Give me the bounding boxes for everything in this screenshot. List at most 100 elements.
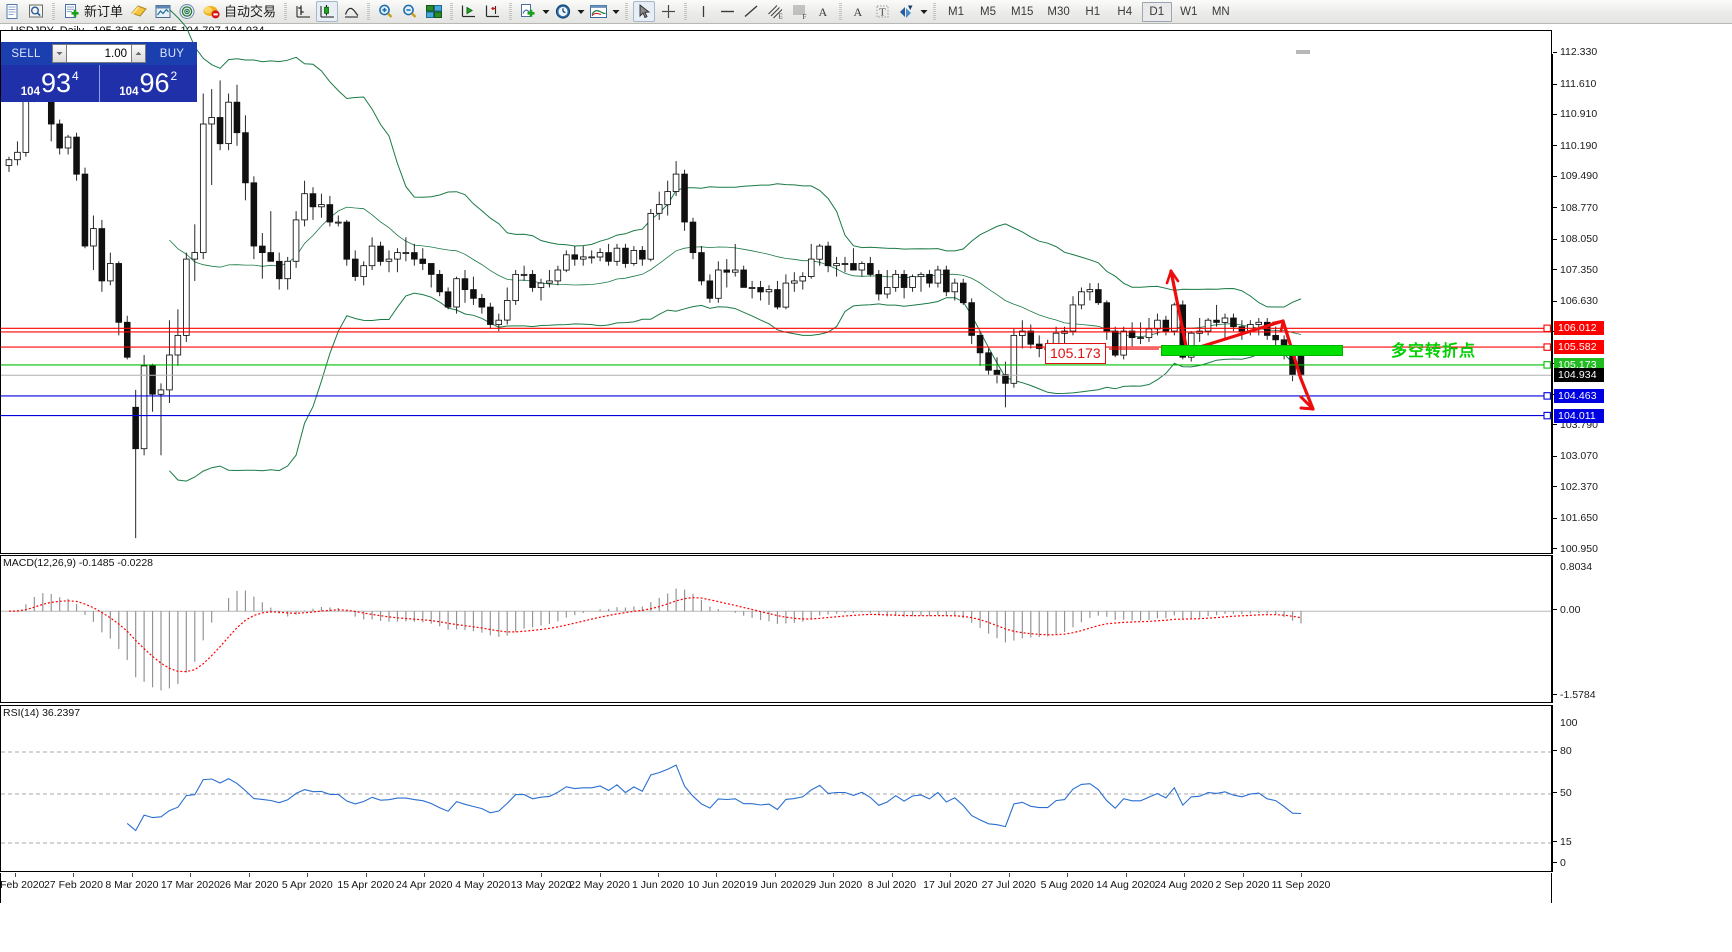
volume-control[interactable]: 1.00 — [51, 42, 147, 65]
indicators-icon[interactable] — [587, 1, 609, 22]
equidistant-channel-icon[interactable]: E — [764, 1, 786, 22]
price-tag-104463[interactable]: 104.463 — [1554, 388, 1604, 403]
time-tick-10: 22 May 2020 — [569, 879, 630, 891]
candlestick-chart-icon[interactable] — [316, 1, 339, 22]
time-tick-19: 14 Aug 2020 — [1096, 879, 1156, 891]
period-dropdown-icon[interactable] — [575, 1, 586, 22]
arrows-dropdown-icon[interactable] — [918, 1, 929, 22]
macd-pane[interactable]: MACD(12,26,9) -0.1485 -0.0228 — [0, 555, 1552, 703]
zoom-in-icon[interactable] — [375, 1, 397, 22]
one-click-trade-panel[interactable]: SELL 1.00 BUY 104 93 4 104 96 2 — [1, 42, 197, 102]
chevron-up-icon[interactable] — [131, 44, 146, 63]
time-tick-3: 17 Mar 2020 — [160, 879, 220, 891]
tile-windows-icon[interactable] — [423, 1, 445, 22]
auto-scroll-icon[interactable] — [458, 1, 480, 22]
main-toolbar: 新订单 — [0, 0, 1732, 24]
turning-point-label[interactable]: 多空转折点 — [1391, 343, 1477, 360]
navigator-icon[interactable] — [152, 1, 174, 22]
period-clock-icon[interactable] — [552, 1, 574, 22]
fibonacci-retracement-icon[interactable]: F — [788, 1, 810, 22]
price-tag-106012[interactable]: 106.012 — [1554, 321, 1604, 336]
timeframe-h1[interactable]: H1 — [1085, 5, 1101, 18]
zoom-out-icon[interactable] — [399, 1, 421, 22]
cursor-icon[interactable] — [633, 1, 656, 22]
price-axis-main[interactable]: 112.330 111.610 110.910 110.190 109.490 108.7… — [1552, 46, 1732, 555]
time-tick-mark-13 — [774, 873, 776, 877]
timeframe-m5[interactable]: M5 — [980, 5, 997, 18]
timeframe-h4[interactable]: H4 — [1117, 5, 1133, 18]
arrows-icon[interactable] — [895, 1, 917, 22]
buy-button[interactable]: BUY — [159, 47, 185, 60]
timeframe-m1[interactable]: M1 — [948, 5, 965, 18]
support-zone-rectangle[interactable] — [1161, 345, 1343, 356]
new-order-icon[interactable] — [60, 1, 82, 22]
volume-input[interactable]: 1.00 — [67, 44, 131, 63]
rsi-pane[interactable]: RSI(14) 36.2397 — [0, 705, 1552, 872]
bollinger-lower-band — [169, 292, 1302, 482]
timeframe-m15[interactable]: M15 — [1011, 5, 1034, 18]
price-tag-104934[interactable]: 104.934 — [1554, 368, 1604, 383]
chart-window[interactable]: ▴ USDJPY-,Daily 105.395 105.395 104.797 … — [0, 8, 1732, 952]
trendline-icon[interactable] — [740, 1, 762, 22]
bar-chart-icon[interactable] — [292, 1, 314, 22]
sell-button[interactable]: SELL — [11, 47, 41, 60]
new-order-label[interactable]: 新订单 — [84, 4, 124, 19]
line-chart-icon[interactable] — [340, 1, 362, 22]
price-chart-svg — [1, 8, 1551, 539]
price-tick-103070: 103.070 — [1553, 450, 1598, 463]
timeframe-mn[interactable]: MN — [1211, 5, 1230, 18]
resistance-line-105582-handle[interactable] — [1543, 343, 1551, 351]
autotrading-label[interactable]: 自动交易 — [224, 4, 277, 19]
sell-price-fraction: 4 — [72, 69, 79, 83]
templates-icon[interactable] — [517, 1, 539, 22]
price-tag-105582[interactable]: 105.582 — [1554, 340, 1604, 355]
time-tick-5: 5 Apr 2020 — [281, 879, 333, 891]
timeframe-d1[interactable]: D1 — [1141, 1, 1172, 22]
new-chart-icon[interactable] — [1, 1, 23, 22]
text-box-icon[interactable]: T — [871, 1, 893, 22]
price-axis-macd[interactable]: 0.8034 0.00 -1.5784 — [1552, 555, 1732, 703]
pivot-line-105173-handle[interactable] — [1543, 361, 1551, 369]
resistance-line-106012-handle[interactable] — [1543, 324, 1551, 333]
buy-price-button[interactable]: 104 96 2 — [98, 65, 197, 102]
price-callout-annotation[interactable]: 105.173 — [1045, 343, 1106, 365]
support-line-104011-handle[interactable] — [1543, 411, 1551, 420]
data-window-icon[interactable] — [25, 1, 47, 22]
time-tick-12: 10 Jun 2020 — [687, 879, 746, 891]
signals-icon[interactable] — [176, 1, 198, 22]
sell-price-button[interactable]: 104 93 4 — [1, 65, 99, 102]
price-pane[interactable]: 105.173 多空转折点 — [0, 8, 1552, 554]
buy-price-prefix: 104 — [119, 86, 139, 98]
rsi-tick-80: 80 — [1553, 745, 1572, 758]
time-tick-mark-17 — [1008, 873, 1010, 877]
timeframe-m30[interactable]: M30 — [1047, 5, 1070, 18]
chart-shift-icon[interactable] — [482, 1, 504, 22]
vertical-line-icon[interactable] — [692, 1, 714, 22]
templates-dropdown-icon[interactable] — [540, 1, 551, 22]
toolbar-separator — [682, 2, 690, 21]
indicators-dropdown-icon[interactable] — [610, 1, 621, 22]
metaeditor-icon[interactable] — [128, 1, 150, 22]
toolbar-separator — [507, 2, 515, 21]
text-icon[interactable]: A — [847, 1, 869, 22]
time-tick-mark-11 — [658, 873, 659, 877]
support-line-104463-handle[interactable] — [1543, 392, 1551, 400]
autotrading-icon[interactable] — [200, 1, 222, 22]
macd-tick-1: 0.00 — [1553, 604, 1580, 617]
time-tick-mark-7 — [424, 873, 426, 877]
svg-text:E: E — [778, 13, 782, 21]
chart-scroll-handle[interactable] — [1296, 50, 1310, 54]
time-tick-mark-0 — [15, 873, 16, 877]
price-tag-104011[interactable]: 104.011 — [1554, 408, 1604, 423]
time-tick-8: 4 May 2020 — [455, 879, 511, 891]
horizontal-line-icon[interactable] — [716, 1, 738, 22]
timeframe-w1[interactable]: W1 — [1180, 5, 1198, 18]
crosshair-icon[interactable] — [657, 1, 679, 22]
price-axis-rsi[interactable]: 100 80 50 15 0 — [1552, 705, 1732, 872]
time-tick-17: 27 Jul 2020 — [981, 879, 1036, 891]
chevron-down-icon[interactable] — [52, 44, 67, 63]
svg-text:A: A — [853, 5, 862, 19]
text-label-icon[interactable]: A — [812, 1, 834, 22]
time-tick-13: 19 Jun 2020 — [746, 879, 804, 891]
